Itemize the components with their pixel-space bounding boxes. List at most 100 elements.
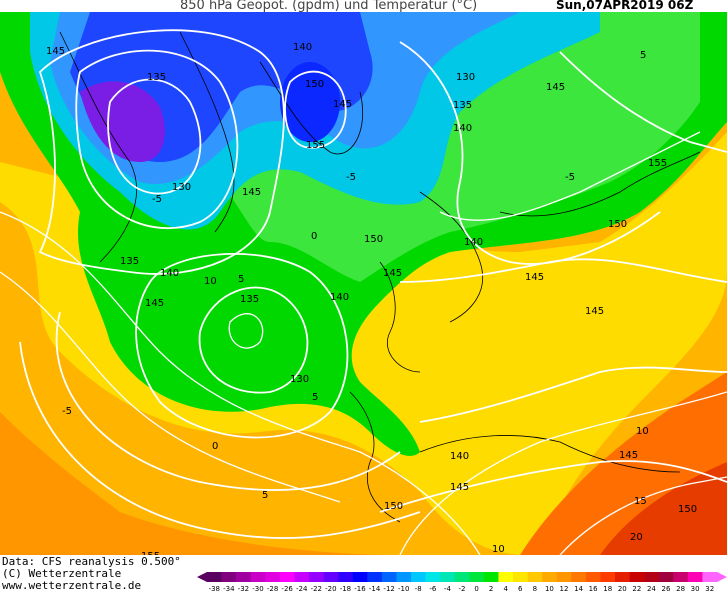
isohypse-label: 135 [240, 294, 259, 305]
isotherm-labels: -5 -5 0 10 5 -5 5 0 5 10 15 20 10 5 -5 [62, 50, 649, 555]
colorbar-swatch [425, 572, 441, 582]
temp-field-purple [80, 81, 165, 162]
colorbar-swatch [600, 572, 616, 582]
colorbar-swatch [381, 572, 397, 582]
isohypse-label: 140 [450, 451, 469, 462]
isotherm-label: 5 [312, 392, 318, 403]
colorbar-swatch [338, 572, 354, 582]
colorbar-swatch [702, 572, 718, 582]
colorbar-tick-label: 8 [533, 585, 537, 593]
colorbar-tick-label: -32 [238, 585, 249, 593]
colorbar-tick-label: -6 [429, 585, 437, 593]
isotherm-label: -5 [565, 172, 575, 183]
isohypse-label: 130 [290, 374, 309, 385]
colorbar-swatch [352, 572, 368, 582]
colorbar-swatch [556, 572, 572, 582]
weather-map: 145 135 130 140 150 145 155 130 135 145 … [0, 12, 727, 555]
colorbar-swatch [265, 572, 281, 582]
map-title: 850 hPa Geopot. (gpdm) und Temperatur (°… [180, 0, 478, 13]
isohypse-label: 145 [450, 482, 469, 493]
colorbar-swatch [687, 572, 703, 582]
colorbar-swatch [207, 572, 222, 582]
colorbar-tick-label: 18 [603, 585, 612, 593]
colorbar-tick-label: 10 [545, 585, 554, 593]
colorbar-tick-label: -28 [267, 585, 278, 593]
colorbar-swatch [571, 572, 587, 582]
colorbar-tick-label: 0 [474, 585, 478, 593]
colorbar-swatch [221, 572, 237, 582]
colorbar-arrow-left [197, 572, 207, 582]
colorbar-swatch [294, 572, 310, 582]
colorbar-tick-label: -18 [340, 585, 351, 593]
colorbar-arrow-right [717, 572, 727, 582]
isohypse-label: 145 [333, 99, 352, 110]
colorbar-swatch [250, 572, 266, 582]
isotherm-label: -5 [346, 172, 356, 183]
colorbar-tick-label: -10 [398, 585, 409, 593]
colorbar-swatch [469, 572, 485, 582]
colorbar: -38 -34 -32 -30 -28 -26 -24 -22 -20 -18 -16 -14 -12-… [197, 572, 727, 593]
colorbar-swatch [396, 572, 412, 582]
colorbar-tick-label: 6 [518, 585, 523, 593]
isohypse-label: 150 [364, 234, 383, 245]
colorbar-swatch [527, 572, 543, 582]
colorbar-swatch [658, 572, 674, 582]
isohypse-label: 135 [453, 100, 472, 111]
isohypse-label: 145 [546, 82, 565, 93]
colorbar-tick-label: 14 [574, 585, 583, 593]
colorbar-swatch [673, 572, 689, 582]
colorbar-swatch [367, 572, 383, 582]
colorbar-swatch [309, 572, 324, 582]
isohypse-label: 145 [242, 187, 261, 198]
colorbar-tick-label: -8 [415, 585, 422, 593]
colorbar-tick-label: 12 [560, 585, 569, 593]
colorbar-swatch [629, 572, 645, 582]
isotherm-label: 20 [630, 532, 643, 543]
isohypses [19, 29, 727, 539]
colorbar-swatch [483, 572, 499, 582]
colorbar-tick-label: 2 [489, 585, 493, 593]
credit-data-source: Data: CFS reanalysis 0.500° [2, 555, 181, 568]
isohypse-labels: 145 135 130 140 150 145 155 130 135 145 … [46, 42, 697, 555]
isohypse-label: 140 [293, 42, 312, 53]
isotherm-label: 5 [640, 50, 646, 61]
colorbar-swatch [279, 572, 295, 582]
isohypse-label: 145 [585, 306, 604, 317]
isohypse-label: 135 [120, 256, 139, 267]
isohypse-label: 140 [330, 292, 349, 303]
isotherm-label: -5 [62, 406, 72, 417]
colorbar-tick-label: 26 [662, 585, 671, 593]
valid-time: Sun,07APR2019 06Z [556, 0, 694, 12]
isohypse-label: 155 [141, 551, 160, 555]
isohypse-label: 145 [525, 272, 544, 283]
colorbar-tick-label: -24 [296, 585, 308, 593]
colorbar-tick-label: -14 [369, 585, 381, 593]
isotherm-label: 0 [311, 231, 317, 242]
colorbar-tick-label: 32 [705, 585, 714, 593]
colorbar-tick-label: -12 [383, 585, 394, 593]
isohypse-label: 145 [145, 298, 164, 309]
credit-copyright: (C) Wetterzentrale [2, 567, 122, 580]
isotherm-label: -5 [152, 194, 162, 205]
isotherms [0, 131, 727, 555]
temp-field-darkred [600, 462, 727, 555]
colorbar-tick-label: 16 [589, 585, 598, 593]
colorbar-tick-label: -30 [252, 585, 263, 593]
colorbar-swatch [236, 572, 252, 582]
colorbar-swatch [498, 572, 514, 582]
colorbar-tick-label: 24 [647, 585, 656, 593]
colorbar-tick-label: -16 [354, 585, 366, 593]
isohypse-label: 145 [383, 268, 402, 279]
isohypse-label: 150 [608, 219, 627, 230]
colorbar-tick-label: -38 [209, 585, 220, 593]
isotherm-label: 0 [212, 441, 218, 452]
colorbar-tick-label: 28 [676, 585, 685, 593]
colorbar-tick-label: -26 [281, 585, 293, 593]
colorbar-swatch [585, 572, 601, 582]
colorbar-tick-label: -22 [311, 585, 322, 593]
isotherm-label: 10 [492, 544, 505, 555]
isohypse-label: 145 [619, 450, 638, 461]
isohypse-label: 150 [305, 79, 324, 90]
isohypse-label: 155 [648, 158, 667, 169]
